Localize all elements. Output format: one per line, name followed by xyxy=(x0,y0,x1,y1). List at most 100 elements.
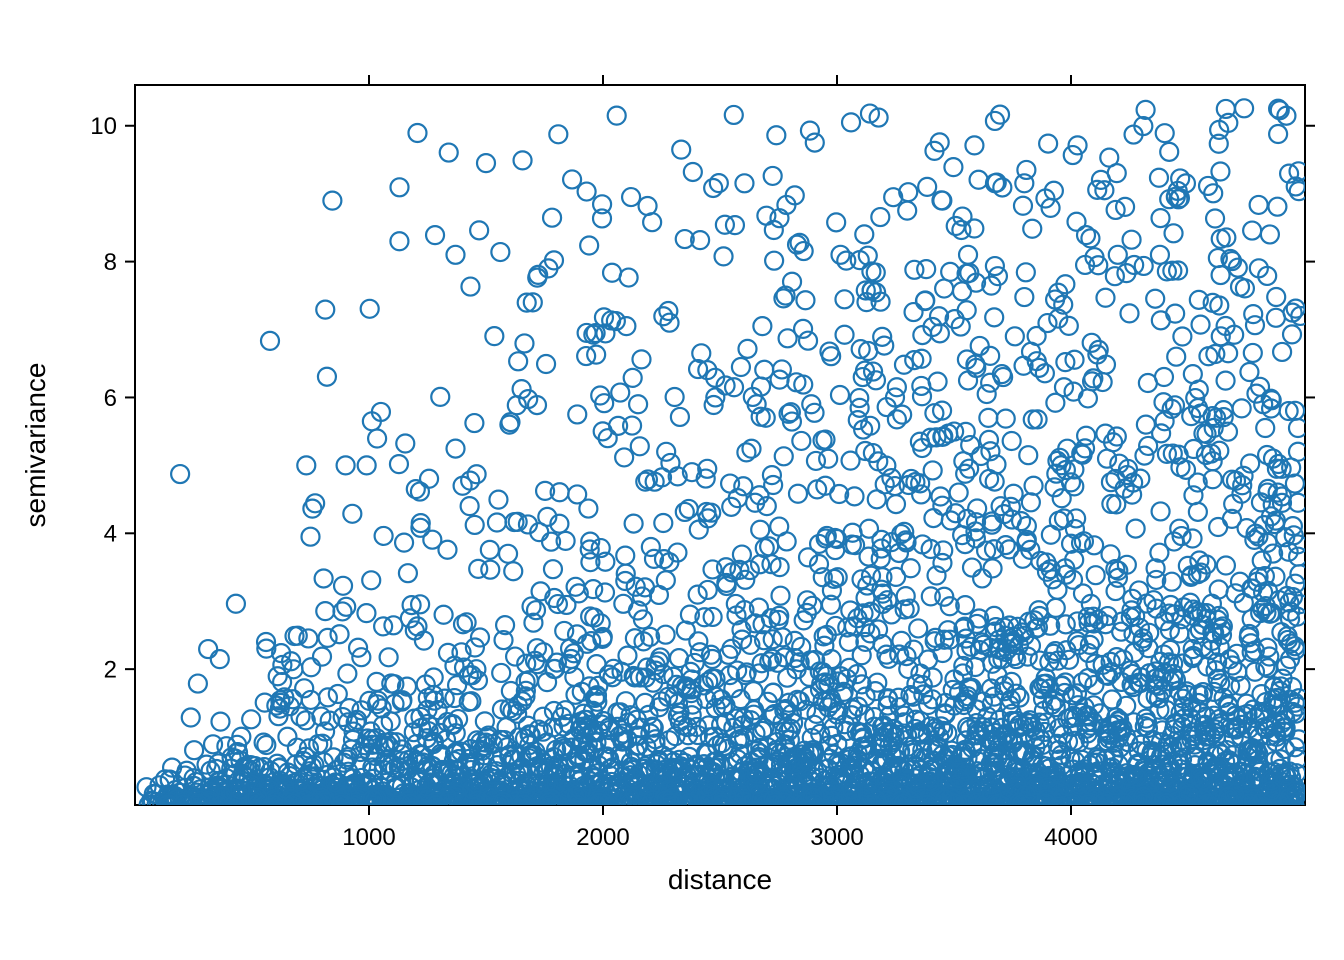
data-point xyxy=(603,264,621,282)
data-point xyxy=(568,405,586,423)
data-point xyxy=(1137,416,1155,434)
data-point xyxy=(337,598,355,616)
data-point xyxy=(514,151,532,169)
data-point xyxy=(1267,309,1285,327)
data-point xyxy=(461,497,479,515)
data-point xyxy=(841,602,859,620)
data-point xyxy=(504,562,522,580)
data-point xyxy=(855,225,873,243)
data-point xyxy=(1017,161,1035,179)
data-point xyxy=(1120,304,1138,322)
data-point xyxy=(913,387,931,405)
data-point xyxy=(1068,213,1086,231)
data-point xyxy=(1267,288,1285,306)
data-point xyxy=(358,456,376,474)
data-point xyxy=(775,447,793,465)
data-point xyxy=(182,709,200,727)
data-point xyxy=(1108,428,1126,446)
data-point xyxy=(689,586,707,604)
data-point xyxy=(905,303,923,321)
data-point xyxy=(1073,673,1091,691)
data-point xyxy=(399,564,417,582)
data-point xyxy=(650,586,668,604)
data-point xyxy=(471,628,489,646)
data-point xyxy=(642,538,660,556)
data-point xyxy=(446,246,464,264)
data-point xyxy=(827,213,845,231)
data-point xyxy=(319,629,337,647)
data-point xyxy=(1127,520,1145,538)
data-point xyxy=(481,561,499,579)
data-point xyxy=(764,167,782,185)
data-point xyxy=(632,350,650,368)
data-point xyxy=(721,475,739,493)
data-point xyxy=(965,136,983,154)
data-point xyxy=(391,178,409,196)
data-point xyxy=(297,456,315,474)
data-point xyxy=(871,208,889,226)
data-point xyxy=(1211,162,1229,180)
data-point xyxy=(725,106,743,124)
data-point xyxy=(334,577,352,595)
data-point xyxy=(1076,439,1094,457)
data-point xyxy=(524,614,542,632)
data-point xyxy=(842,113,860,131)
data-point xyxy=(715,247,733,265)
data-point xyxy=(261,332,279,350)
data-point xyxy=(1235,99,1253,117)
data-point xyxy=(611,384,629,402)
y-axis-label: semivariance xyxy=(20,363,51,528)
data-point xyxy=(323,192,341,210)
data-point xyxy=(929,373,947,391)
data-point xyxy=(543,209,561,227)
data-point xyxy=(985,308,1003,326)
data-point xyxy=(291,708,309,726)
data-point xyxy=(1096,289,1114,307)
data-point xyxy=(909,619,927,637)
data-point xyxy=(690,521,708,539)
data-point xyxy=(470,221,488,239)
data-point xyxy=(1087,566,1105,584)
data-point xyxy=(593,195,611,213)
data-point xyxy=(986,257,1004,275)
data-point xyxy=(302,528,320,546)
data-point xyxy=(423,531,441,549)
data-point xyxy=(670,649,688,667)
data-point xyxy=(755,361,773,379)
data-point xyxy=(1189,503,1207,521)
data-point xyxy=(1019,648,1037,666)
data-point xyxy=(189,675,207,693)
data-point xyxy=(278,728,296,746)
data-point xyxy=(918,178,936,196)
data-point xyxy=(897,587,915,605)
data-point xyxy=(549,125,567,143)
data-point xyxy=(1268,198,1286,216)
data-point xyxy=(395,534,413,552)
data-point xyxy=(492,664,510,682)
data-point xyxy=(899,660,917,678)
data-point xyxy=(1192,316,1210,334)
data-point xyxy=(643,213,661,231)
data-point xyxy=(608,107,626,125)
data-point xyxy=(227,595,245,613)
data-point xyxy=(659,302,677,320)
data-point xyxy=(485,327,503,345)
data-point xyxy=(318,368,336,386)
y-tick-label: 2 xyxy=(104,657,117,684)
data-point xyxy=(684,163,702,181)
data-point xyxy=(1067,509,1085,527)
data-point xyxy=(435,606,453,624)
data-point xyxy=(750,664,768,682)
data-point xyxy=(588,655,606,673)
y-tick-label: 4 xyxy=(104,521,117,548)
data-point xyxy=(499,545,517,563)
data-point xyxy=(950,484,968,502)
data-point xyxy=(1219,344,1237,362)
data-point xyxy=(978,385,996,403)
data-point xyxy=(941,263,959,281)
data-point xyxy=(431,388,449,406)
data-point xyxy=(1171,458,1189,476)
data-point xyxy=(971,337,989,355)
data-point xyxy=(1152,502,1170,520)
data-point xyxy=(1244,344,1262,362)
